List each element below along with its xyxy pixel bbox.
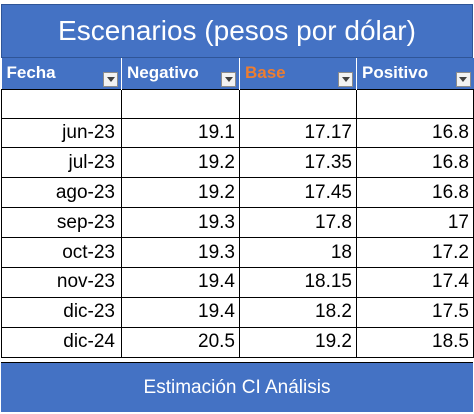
header-row: Fecha Negativo Base Positivo — [1, 58, 474, 89]
table-cell[interactable]: ago-23 — [1, 177, 122, 209]
table-cell[interactable]: 19.4 — [121, 266, 240, 298]
table-cell[interactable]: 17.5 — [356, 296, 474, 328]
column-header-base: Base — [239, 58, 357, 89]
filter-dropdown-icon[interactable] — [221, 72, 236, 87]
table-cell[interactable]: 18 — [239, 237, 357, 268]
table-row: jun-23 19.1 17.17 16.8 — [1, 117, 474, 149]
table-row: jul-23 19.2 17.35 16.8 — [1, 147, 474, 179]
table-row: dic-24 20.5 19.2 18.5 — [1, 326, 474, 358]
table-cell[interactable]: 17.8 — [239, 207, 357, 239]
table-cell[interactable]: oct-23 — [1, 237, 122, 268]
table-cell[interactable]: 19.4 — [121, 296, 240, 328]
table-cell[interactable]: 19.2 — [121, 177, 240, 209]
scenario-table: Fecha Negativo Base Positivo — [1, 58, 474, 358]
table-cell[interactable]: 19.3 — [121, 237, 240, 268]
table-cell[interactable] — [239, 88, 357, 119]
empty-row — [1, 88, 474, 119]
column-header-label: Negativo — [127, 63, 199, 83]
column-header-positivo: Positivo — [356, 58, 474, 89]
table-cell[interactable]: 19.2 — [239, 326, 357, 358]
table-row: oct-23 19.3 18 17.2 — [1, 237, 474, 268]
column-header-label: Fecha — [6, 63, 56, 83]
table-cell[interactable]: jul-23 — [1, 147, 122, 179]
table-cell[interactable]: 17 — [356, 207, 474, 239]
column-header-label: Positivo — [362, 63, 429, 83]
table-footer: Estimación CI Análisis — [1, 362, 473, 412]
table-cell[interactable]: 19.2 — [121, 147, 240, 179]
table-cell[interactable]: 17.17 — [239, 117, 357, 149]
table-cell[interactable]: 17.35 — [239, 147, 357, 179]
table-cell[interactable]: dic-23 — [1, 296, 122, 328]
table-title: Escenarios (pesos por dólar) — [1, 4, 473, 58]
table-cell[interactable]: 17.4 — [356, 266, 474, 298]
table-cell[interactable]: dic-24 — [1, 326, 122, 358]
column-header-negativo: Negativo — [121, 58, 240, 89]
filter-dropdown-icon[interactable] — [455, 72, 471, 87]
table-row: sep-23 19.3 17.8 17 — [1, 207, 474, 239]
table-cell[interactable]: 18.2 — [239, 296, 357, 328]
table-cell[interactable]: jun-23 — [1, 117, 122, 149]
table-cell[interactable]: 18.5 — [356, 326, 474, 358]
table-cell[interactable]: 16.8 — [356, 147, 474, 179]
table-cell[interactable]: 18.15 — [239, 266, 357, 298]
table-cell[interactable]: nov-23 — [1, 266, 122, 298]
table-cell[interactable]: sep-23 — [1, 207, 122, 239]
table-cell[interactable]: 16.8 — [356, 177, 474, 209]
table-cell[interactable]: 17.45 — [239, 177, 357, 209]
filter-dropdown-icon[interactable] — [338, 72, 353, 87]
filter-dropdown-icon[interactable] — [103, 72, 118, 87]
table-cell[interactable] — [356, 88, 474, 119]
table-row: nov-23 19.4 18.15 17.4 — [1, 266, 474, 298]
table-cell[interactable]: 19.3 — [121, 207, 240, 239]
table-cell[interactable]: 17.2 — [356, 237, 474, 268]
table-row: dic-23 19.4 18.2 17.5 — [1, 296, 474, 328]
table-cell[interactable]: 16.8 — [356, 117, 474, 149]
table-cell[interactable] — [1, 88, 122, 119]
table-row: ago-23 19.2 17.45 16.8 — [1, 177, 474, 209]
table-cell[interactable]: 20.5 — [121, 326, 240, 358]
column-header-label: Base — [245, 63, 286, 83]
column-header-fecha: Fecha — [1, 58, 122, 89]
table-cell[interactable] — [121, 88, 240, 119]
table-cell[interactable]: 19.1 — [121, 117, 240, 149]
